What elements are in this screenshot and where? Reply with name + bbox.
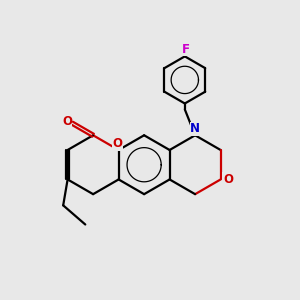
Text: N: N (190, 122, 200, 135)
Text: O: O (223, 173, 233, 186)
Text: O: O (62, 115, 72, 128)
Text: F: F (182, 43, 190, 56)
Text: O: O (112, 137, 122, 150)
